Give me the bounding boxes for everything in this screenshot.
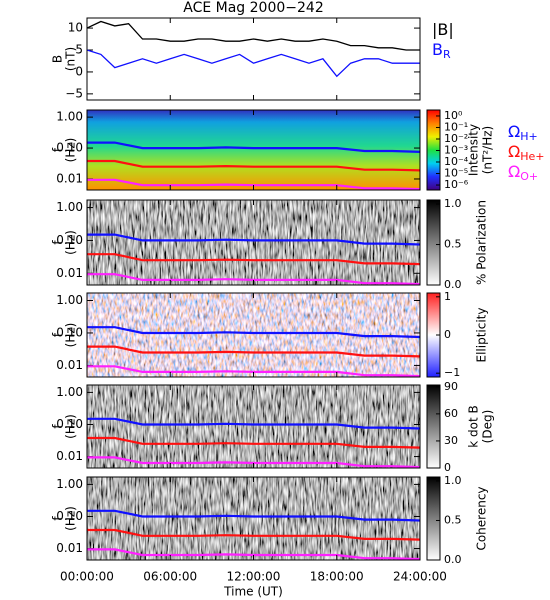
x-tick-label: 06:00:00 xyxy=(143,570,197,584)
colorbar-label: Ellipticity xyxy=(475,308,489,363)
y-tick-label: 0.10 xyxy=(56,141,83,155)
line-series xyxy=(86,49,420,78)
y-axis-label: f xyxy=(51,240,65,245)
legend-subscript: H+ xyxy=(520,130,538,143)
y-axis-label: f xyxy=(51,147,65,152)
colorbar-label: Coherency xyxy=(475,486,489,550)
x-tick-label: 18:00:00 xyxy=(310,570,364,584)
legend-name: |B| xyxy=(432,20,454,39)
y-tick-label: 10 xyxy=(68,21,83,35)
gyrofrequency-line xyxy=(87,326,421,339)
legend-name: Ω xyxy=(508,142,520,161)
colorbar-tick-label: 1.0 xyxy=(444,474,462,487)
legend-entry: ΩO+ xyxy=(508,162,538,184)
y-tick-label: −5 xyxy=(65,86,83,100)
y-tick-label: 0.10 xyxy=(56,509,83,523)
legend-name: Ω xyxy=(508,122,520,141)
colorbar-tick-label: 10⁻¹ xyxy=(444,120,468,133)
colorbar xyxy=(426,476,441,561)
y-tick-label: 1.00 xyxy=(56,110,83,124)
y-tick-label: 0.10 xyxy=(56,417,83,431)
colorbar xyxy=(426,384,441,469)
x-tick-label: 12:00:00 xyxy=(227,570,281,584)
legend-name: Ω xyxy=(508,162,520,181)
y-tick-label: 1.00 xyxy=(56,477,83,491)
y-tick-label: 0 xyxy=(75,64,83,78)
legend-entry: BR xyxy=(432,40,451,62)
gyrofrequency-line xyxy=(87,233,421,246)
y-tick-label: 0.10 xyxy=(56,325,83,339)
y-axis-label: (nT) xyxy=(64,47,78,71)
legend-subscript: O+ xyxy=(520,170,538,183)
colorbar-tick-label: 0 xyxy=(444,461,451,474)
x-tick-label: 00:00:00 xyxy=(60,570,114,584)
y-axis-label: (Hz) xyxy=(64,138,78,163)
legend-entry: |B| xyxy=(432,20,454,39)
colorbar-tick-label: 60 xyxy=(444,407,458,420)
y-axis-label: f xyxy=(51,332,65,337)
colorbar-tick-label: 30 xyxy=(444,434,458,447)
gyrofrequency-line xyxy=(87,253,421,266)
y-tick-label: 0.10 xyxy=(56,233,83,247)
chart-title: ACE Mag 2000−242 xyxy=(183,0,323,16)
colorbar-tick-label: 0.0 xyxy=(444,553,462,566)
colorbar-tick-label: 0.5 xyxy=(444,238,462,251)
line-series xyxy=(86,20,420,51)
gyrofrequency-line xyxy=(87,417,421,430)
legend-entry: ΩH+ xyxy=(508,122,538,144)
colorbar-label: (Deg) xyxy=(481,410,495,444)
gyrofrequency-line xyxy=(87,141,421,153)
colorbar-tick-label: 0.5 xyxy=(444,513,462,526)
x-axis-label: Time (UT) xyxy=(223,585,283,599)
colorbar-tick-label: 10⁻⁶ xyxy=(444,178,469,191)
y-axis-label: f xyxy=(51,516,65,521)
gyrofrequency-line xyxy=(87,159,421,172)
colorbar-label: % Polarization xyxy=(475,200,489,285)
y-axis-label: (Hz) xyxy=(64,506,78,531)
y-tick-label: 1.00 xyxy=(56,200,83,214)
y-tick-label: 0.01 xyxy=(56,266,83,280)
y-axis-label: (Hz) xyxy=(64,323,78,348)
y-tick-label: 0.01 xyxy=(56,449,83,463)
legend-entry: ΩHe+ xyxy=(508,142,545,164)
colorbar-label: k dot B xyxy=(467,405,481,447)
colorbar-tick-label: 0.0 xyxy=(444,278,462,291)
y-axis-label: B xyxy=(51,55,65,63)
colorbar-tick-label: 10⁻³ xyxy=(444,143,468,156)
gyrofrequency-line xyxy=(87,509,421,522)
gyrofrequency-line xyxy=(87,528,421,541)
colorbar-tick-label: 10⁻⁵ xyxy=(444,167,468,180)
colorbar-tick-label: −1 xyxy=(444,366,460,379)
gyrofrequency-line xyxy=(87,345,421,358)
y-tick-label: 0.01 xyxy=(56,358,83,372)
legend-subscript: R xyxy=(443,48,451,61)
gyrofrequency-line xyxy=(87,365,421,378)
colorbar-tick-label: 0 xyxy=(444,328,451,341)
colorbar-label: (nT²/Hz) xyxy=(481,126,495,174)
y-axis-label: (Hz) xyxy=(64,414,78,439)
gyrofrequency-line xyxy=(87,273,421,286)
y-tick-label: 0.01 xyxy=(56,171,83,185)
y-tick-label: 0.01 xyxy=(56,541,83,555)
y-tick-label: 1.00 xyxy=(56,385,83,399)
x-tick-label: 24:00:00 xyxy=(393,570,447,584)
y-tick-label: 5 xyxy=(75,43,83,57)
colorbar-tick-label: 1.0 xyxy=(444,197,462,210)
colorbar-tick-label: 90 xyxy=(444,380,458,393)
legend-subscript: He+ xyxy=(520,150,544,163)
legend-name: B xyxy=(432,40,443,59)
colorbar xyxy=(426,199,441,286)
colorbar-tick-label: 10⁰ xyxy=(444,109,463,122)
gyrofrequency-line xyxy=(87,436,421,449)
y-axis-label: (Hz) xyxy=(64,230,78,255)
colorbar-label: Intensity xyxy=(467,124,481,176)
colorbar-tick-label: 1 xyxy=(444,290,451,303)
colorbar-tick-label: 10⁻² xyxy=(444,132,468,145)
colorbar-tick-label: 10⁻⁴ xyxy=(444,155,469,168)
y-axis-label: f xyxy=(51,424,65,429)
y-tick-label: 1.00 xyxy=(56,293,83,307)
